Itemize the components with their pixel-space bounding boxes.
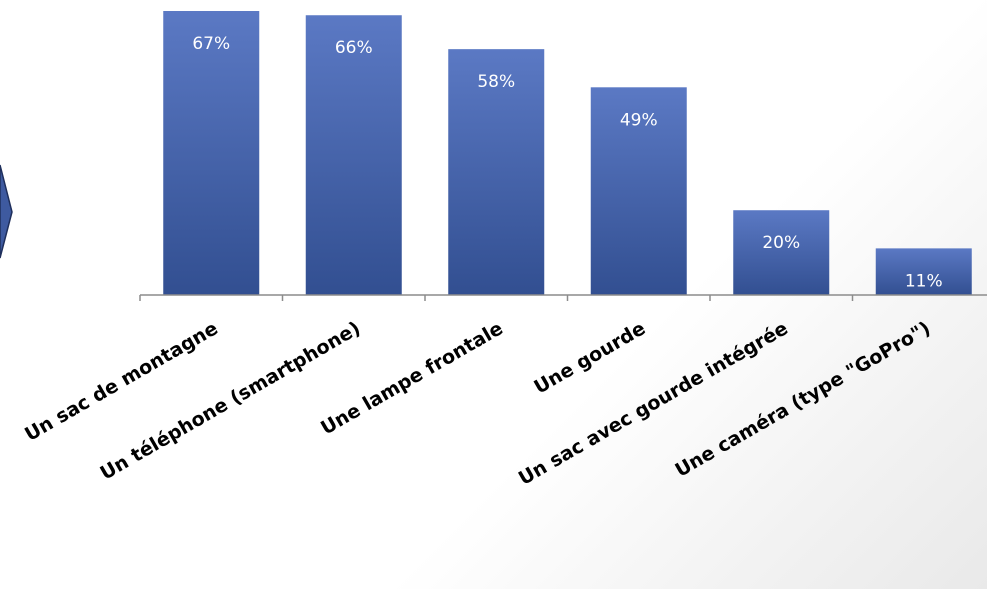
bar-5 (733, 210, 830, 295)
category-label-6: Une caméra (type "GoPro") (671, 317, 934, 481)
data-label-3: 58% (477, 72, 515, 92)
bar-4 (590, 87, 687, 295)
category-label-5: Un sac avec gourde intégrée (515, 317, 792, 490)
data-label-2: 66% (335, 38, 373, 58)
bar-1 (163, 11, 260, 295)
category-label-2: Un téléphone (smartphone) (96, 317, 364, 484)
bar-6 (875, 248, 972, 295)
data-label-4: 49% (620, 110, 658, 130)
bar-3 (448, 49, 545, 295)
bar-2 (305, 15, 402, 296)
category-label-4: Une gourde (530, 317, 649, 398)
data-label-1: 67% (192, 34, 230, 54)
data-label-5: 20% (762, 233, 800, 253)
slide-arrow-shape (0, 164, 13, 259)
data-label-6: 11% (905, 271, 943, 291)
